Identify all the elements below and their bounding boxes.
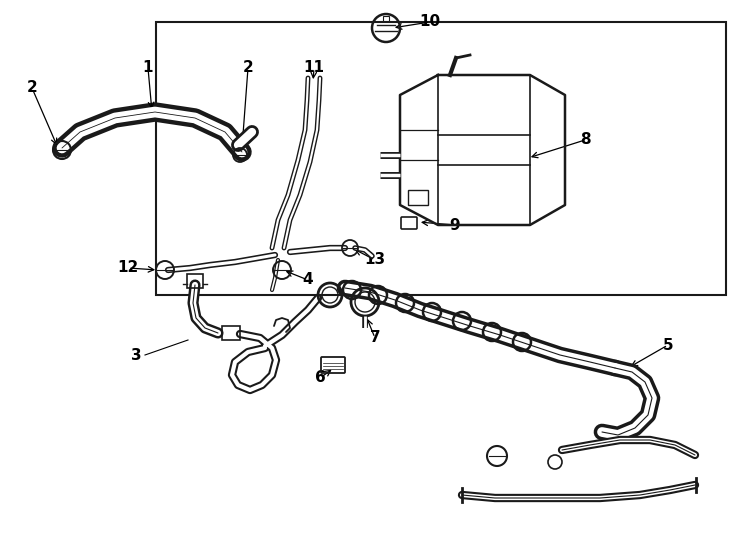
Text: 11: 11 [303,60,324,76]
Text: 12: 12 [117,260,139,275]
Bar [383,16,389,21]
Text: 4: 4 [302,273,313,287]
Bar [156,22,726,295]
Bar [187,274,203,288]
Bar [222,326,240,340]
Bar [408,190,428,205]
Text: 9: 9 [450,218,460,233]
Text: 6: 6 [315,370,325,386]
Text: 3: 3 [131,348,142,362]
Text: 2: 2 [26,80,37,96]
Text: 7: 7 [370,330,380,346]
Text: 13: 13 [365,253,385,267]
Text: 8: 8 [580,132,590,147]
Text: 2: 2 [243,60,253,76]
Text: 1: 1 [142,60,153,76]
Text: 5: 5 [663,338,673,353]
Text: 10: 10 [419,15,440,30]
